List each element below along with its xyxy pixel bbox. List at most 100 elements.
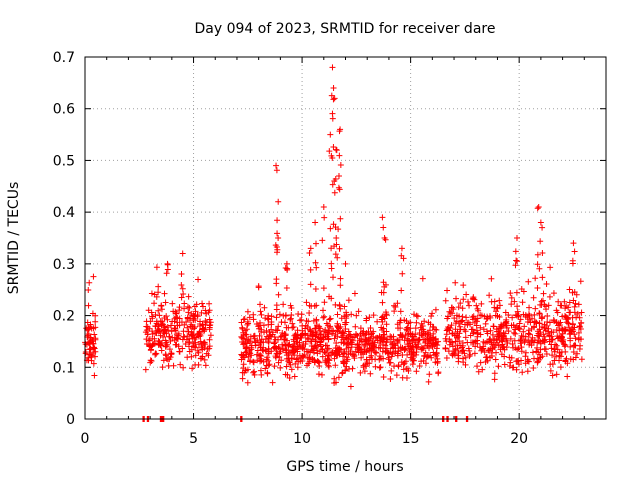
data-point [367, 370, 374, 377]
data-point [526, 304, 533, 311]
data-point [332, 345, 339, 352]
data-point [389, 345, 396, 352]
data-point [480, 326, 487, 333]
data-point [399, 270, 406, 277]
data-point [92, 312, 99, 319]
data-point [383, 339, 390, 346]
data-point [335, 172, 342, 179]
data-point [540, 290, 547, 297]
data-point [164, 341, 171, 348]
data-point [192, 308, 199, 315]
data-point [181, 333, 188, 340]
data-point [557, 364, 564, 371]
data-point [449, 310, 456, 317]
data-point [383, 345, 390, 352]
data-point [298, 316, 305, 323]
data-point [295, 310, 302, 317]
data-point [273, 280, 280, 287]
data-point [307, 245, 314, 252]
data-point [462, 334, 469, 341]
data-point [157, 332, 164, 339]
data-point [247, 357, 254, 364]
data-point [427, 321, 434, 328]
data-point [377, 355, 384, 362]
data-point [378, 289, 385, 296]
data-point [258, 353, 265, 360]
data-point [549, 336, 556, 343]
data-point [254, 347, 261, 354]
data-point [463, 314, 470, 321]
data-point [424, 331, 431, 338]
data-point [536, 310, 543, 317]
data-point [242, 331, 249, 338]
data-point [525, 327, 532, 334]
data-point [477, 324, 484, 331]
data-point [283, 363, 290, 370]
data-point [305, 332, 312, 339]
data-point [327, 225, 334, 232]
y-tick-label: 0 [66, 412, 75, 428]
data-point [162, 352, 169, 359]
data-point [250, 358, 257, 365]
data-point [413, 336, 420, 343]
data-point [322, 342, 329, 349]
data-point [339, 329, 346, 336]
data-point [569, 328, 576, 335]
data-point [262, 315, 269, 322]
data-point [347, 383, 354, 390]
data-point [566, 309, 573, 316]
data-point [508, 354, 515, 361]
data-point [491, 298, 498, 305]
data-point [203, 310, 210, 317]
data-point [398, 252, 405, 259]
data-point [578, 309, 585, 316]
data-point [546, 293, 553, 300]
data-point [282, 312, 289, 319]
data-point [453, 295, 460, 302]
data-point [399, 332, 406, 339]
data-point [255, 284, 262, 291]
data-point [355, 308, 362, 315]
data-point [375, 344, 382, 351]
data-point [361, 332, 368, 339]
data-point [567, 343, 574, 350]
data-point [197, 318, 204, 325]
data-point [278, 332, 285, 339]
data-point [383, 312, 390, 319]
data-point [164, 316, 171, 323]
data-point [284, 265, 291, 272]
data-point [314, 342, 321, 349]
data-point [275, 291, 282, 298]
data-point [534, 261, 541, 268]
data-point [333, 241, 340, 248]
data-point [258, 371, 265, 378]
data-point [403, 374, 410, 381]
data-point [305, 360, 312, 367]
data-point [571, 309, 578, 316]
data-point [272, 327, 279, 334]
data-point [363, 317, 370, 324]
data-point [340, 340, 347, 347]
data-point [92, 324, 99, 331]
data-point [450, 350, 457, 357]
data-point [398, 245, 405, 252]
data-point [309, 355, 316, 362]
data-point [387, 333, 394, 340]
data-point [257, 319, 264, 326]
data-point [285, 358, 292, 365]
data-point [175, 343, 182, 350]
data-point [149, 342, 156, 349]
data-point [456, 330, 463, 337]
data-point [527, 319, 534, 326]
data-point [299, 327, 306, 334]
data-point [174, 335, 181, 342]
data-point [290, 349, 297, 356]
data-point [342, 321, 349, 328]
data-point [312, 240, 319, 247]
data-point [276, 353, 283, 360]
data-point [348, 311, 355, 318]
data-point [511, 337, 518, 344]
data-point [273, 306, 280, 313]
data-point [351, 290, 358, 297]
